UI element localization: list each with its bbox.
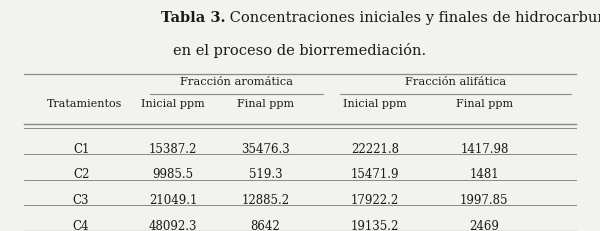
Text: Final ppm: Final ppm	[456, 99, 513, 109]
Text: 8642: 8642	[251, 219, 280, 231]
Text: Fracción alifática: Fracción alifática	[405, 77, 506, 87]
Text: Tabla 3.: Tabla 3.	[161, 11, 225, 25]
Text: 35476.3: 35476.3	[241, 142, 290, 155]
Text: Concentraciones iniciales y finales de hidrocarburos: Concentraciones iniciales y finales de h…	[225, 11, 600, 25]
Text: 17922.2: 17922.2	[351, 193, 399, 206]
Text: Final ppm: Final ppm	[237, 99, 294, 109]
Text: 519.3: 519.3	[248, 168, 282, 181]
Text: 48092.3: 48092.3	[149, 219, 197, 231]
Text: Inicial ppm: Inicial ppm	[343, 99, 407, 109]
Text: 21049.1: 21049.1	[149, 193, 197, 206]
Text: Tratamientos: Tratamientos	[47, 99, 122, 109]
Text: C2: C2	[73, 168, 89, 181]
Text: 22221.8: 22221.8	[351, 142, 399, 155]
Text: 2469: 2469	[469, 219, 499, 231]
Text: 1997.85: 1997.85	[460, 193, 509, 206]
Text: 1481: 1481	[470, 168, 499, 181]
Text: 9985.5: 9985.5	[153, 168, 194, 181]
Text: 15387.2: 15387.2	[149, 142, 197, 155]
Text: 15471.9: 15471.9	[350, 168, 399, 181]
Text: Fracción aromática: Fracción aromática	[180, 77, 293, 87]
Text: 19135.2: 19135.2	[350, 219, 399, 231]
Text: 1417.98: 1417.98	[460, 142, 509, 155]
Text: 12885.2: 12885.2	[241, 193, 290, 206]
Text: C1: C1	[73, 142, 89, 155]
Text: en el proceso de biorremediación.: en el proceso de biorremediación.	[173, 42, 427, 57]
Text: C4: C4	[73, 219, 89, 231]
Text: Inicial ppm: Inicial ppm	[142, 99, 205, 109]
Text: C3: C3	[73, 193, 89, 206]
